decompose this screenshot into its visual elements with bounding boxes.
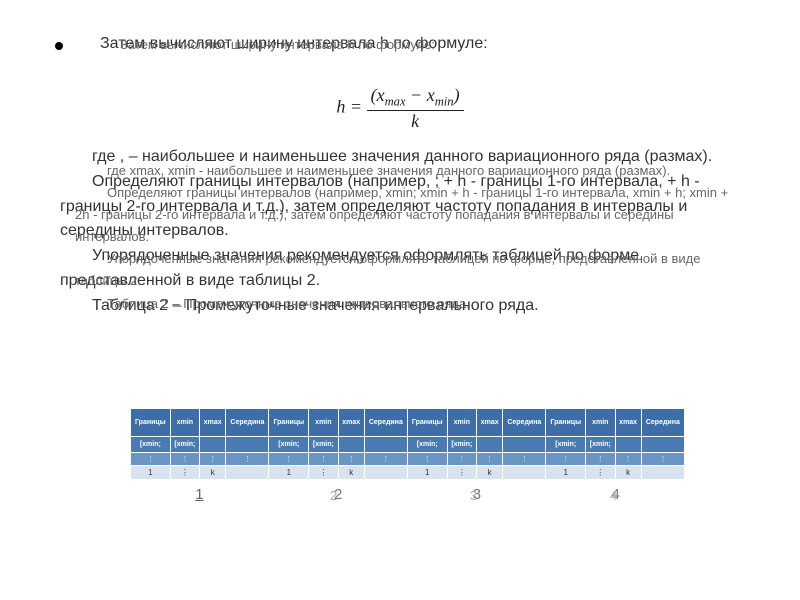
title-back: Затем вычисляют ширину интервала h по фо… [120, 36, 740, 55]
formula-lhs: h = [336, 96, 362, 116]
hdr-cell: Границы [546, 409, 586, 437]
sub-cell: [xmin; [131, 437, 171, 453]
table-header-row: Границы xmin xmax Середина Границы xmin … [131, 409, 685, 437]
hdr-cell: Границы [269, 409, 309, 437]
sub-cell: [xmin; [269, 437, 309, 453]
hdr-cell: xmin [170, 409, 199, 437]
sub-cell: [xmin; [586, 437, 615, 453]
sub-cell: [xmin; [170, 437, 199, 453]
ghost-num-4: 4 [610, 488, 617, 503]
table-subheader-row: [xmin; [xmin; [xmin; [xmin; [xmin; [xmin… [131, 437, 685, 453]
hdr-cell: Середина [503, 409, 546, 437]
footer-num-1: 1 [130, 486, 269, 503]
hdr-cell: xmax [200, 409, 226, 437]
hdr-cell: xmin [586, 409, 615, 437]
bullet-icon [55, 42, 63, 50]
formula-fraction: (xmax − xmin) k [367, 85, 464, 132]
data-table: Границы xmin xmax Середина Границы xmin … [130, 408, 685, 480]
sub-cell: [xmin; [546, 437, 586, 453]
body-b-p2: Определяют границы интервалов (например,… [75, 182, 740, 248]
sub-cell: [xmin; [407, 437, 447, 453]
hdr-cell: Границы [131, 409, 171, 437]
sub-cell: [xmin; [447, 437, 476, 453]
hdr-cell: xmin [447, 409, 476, 437]
hdr-cell: Середина [364, 409, 407, 437]
hdr-cell: xmax [477, 409, 503, 437]
data-table-wrap: Границы xmin xmax Середина Границы xmin … [130, 408, 685, 503]
hdr-cell: xmax [338, 409, 364, 437]
body-b-p4: Таблица 2 – Промежуточные значения интер… [75, 293, 740, 315]
hdr-cell: Середина [226, 409, 269, 437]
sub-cell: [xmin; [309, 437, 338, 453]
body-b-p1: где xmax, xmin - наибольшее и наименьшее… [75, 160, 740, 182]
table-dots-row: ⋮⋮⋮⋮ ⋮⋮⋮⋮ ⋮⋮⋮⋮ ⋮⋮⋮⋮ [131, 453, 685, 466]
body-b-p3: Упорядоченные значения рекомендуется офо… [75, 248, 740, 292]
body-text-back: где xmax, xmin - наибольшее и наименьшее… [75, 160, 740, 315]
table-data-row: 1⋮k 1⋮k 1⋮k 1⋮k [131, 466, 685, 480]
hdr-cell: xmax [615, 409, 641, 437]
footer-numbers: 1 2 3 4 2 3 4 [130, 486, 685, 503]
slide-content: Затем вычисляют ширину интервала h по фо… [0, 0, 800, 50]
hdr-cell: xmin [309, 409, 338, 437]
footer-num-2: 2 [269, 486, 408, 503]
formula: h = (xmax − xmin) k [0, 85, 800, 132]
hdr-cell: Границы [407, 409, 447, 437]
hdr-cell: Середина [641, 409, 684, 437]
ghost-num-3: 3 [470, 488, 477, 503]
ghost-num-2: 2 [330, 488, 337, 503]
